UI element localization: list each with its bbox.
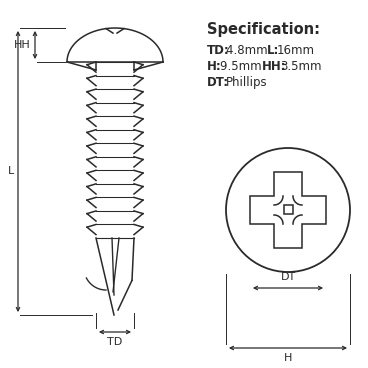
Text: H:: H: bbox=[207, 60, 222, 73]
Text: H: H bbox=[284, 353, 292, 363]
Text: 16mm: 16mm bbox=[277, 44, 315, 57]
Text: L: L bbox=[8, 166, 14, 177]
Text: L:: L: bbox=[267, 44, 279, 57]
Text: Phillips: Phillips bbox=[226, 76, 268, 89]
Text: DT: DT bbox=[280, 272, 296, 282]
Text: DT:: DT: bbox=[207, 76, 229, 89]
Text: Specification:: Specification: bbox=[207, 22, 320, 37]
Bar bbox=[284, 205, 293, 214]
Text: TD:: TD: bbox=[207, 44, 230, 57]
Text: 4.8mm: 4.8mm bbox=[226, 44, 271, 57]
Text: 9.5mm: 9.5mm bbox=[220, 60, 265, 73]
Text: 3.5mm: 3.5mm bbox=[280, 60, 322, 73]
Text: HH:: HH: bbox=[262, 60, 287, 73]
Text: TD: TD bbox=[107, 337, 123, 347]
Text: HH: HH bbox=[14, 40, 31, 50]
